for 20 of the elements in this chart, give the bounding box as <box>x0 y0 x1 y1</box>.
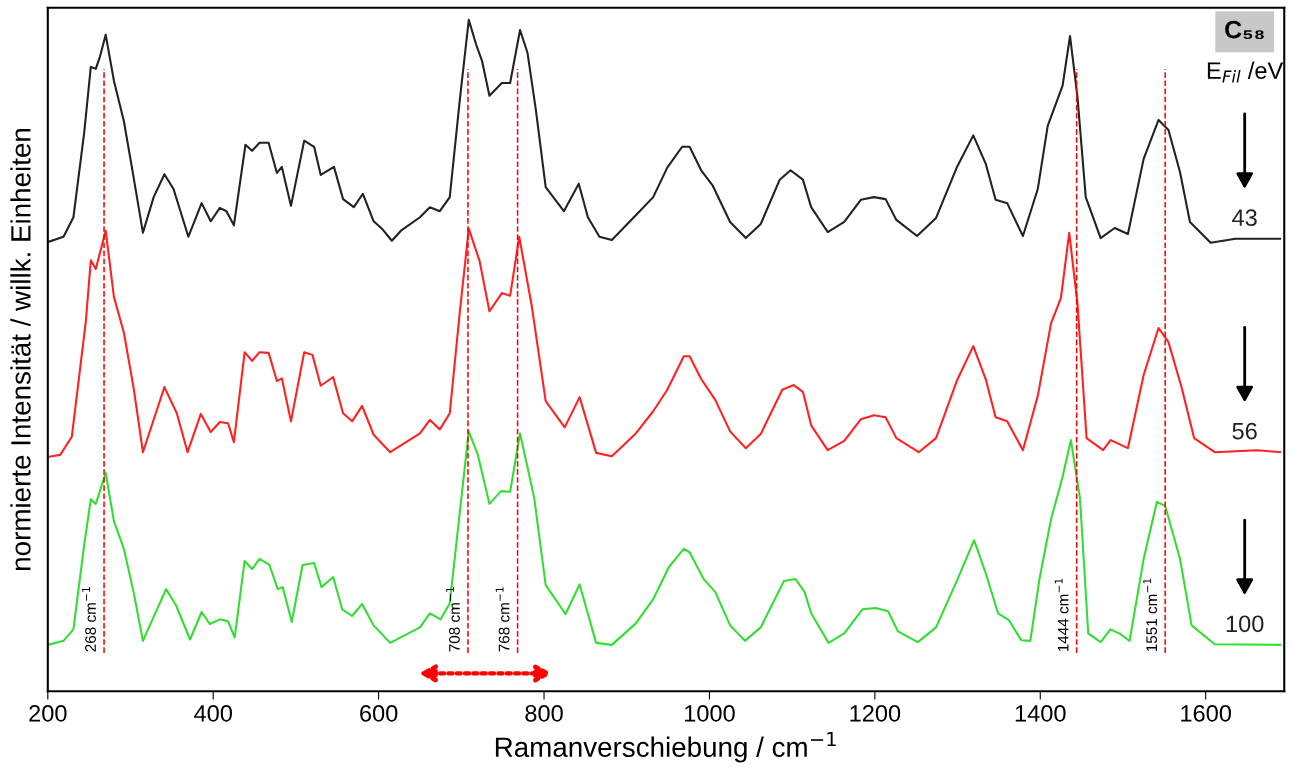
series-label: 100 <box>1226 615 1264 633</box>
y-axis-title: normierte Intensität / willk. Einheiten <box>10 128 31 570</box>
x-tick-label: 1400 <box>1015 705 1066 722</box>
series-label: 56 <box>1232 422 1257 440</box>
legend-title: E$_{Fil}$ /eV <box>1207 61 1284 83</box>
ref-line-label: 1551 cm$^{−1}$ <box>1143 578 1158 652</box>
x-tick-label: 1000 <box>684 705 735 722</box>
ref-line-label: 268 cm$^{−1}$ <box>82 587 96 652</box>
x-tick-label: 600 <box>360 705 398 722</box>
ref-line-label: 1444 cm$^{−1}$ <box>1054 578 1069 652</box>
x-tick-label: 1600 <box>1181 705 1232 722</box>
x-axis-title: Ramanverschiebung / cm$^{−1}$ <box>495 731 836 763</box>
series-label: 43 <box>1232 209 1257 227</box>
x-tick-label: 200 <box>29 705 67 722</box>
ref-line-label: 708 cm$^{−1}$ <box>446 587 460 652</box>
ref-line-label: 768 cm$^{−1}$ <box>495 587 510 652</box>
x-tick-label: 800 <box>525 705 563 722</box>
x-tick-label: 400 <box>194 705 232 722</box>
annotation: C₅₈ <box>1225 20 1264 40</box>
x-tick-label: 1200 <box>850 705 901 722</box>
